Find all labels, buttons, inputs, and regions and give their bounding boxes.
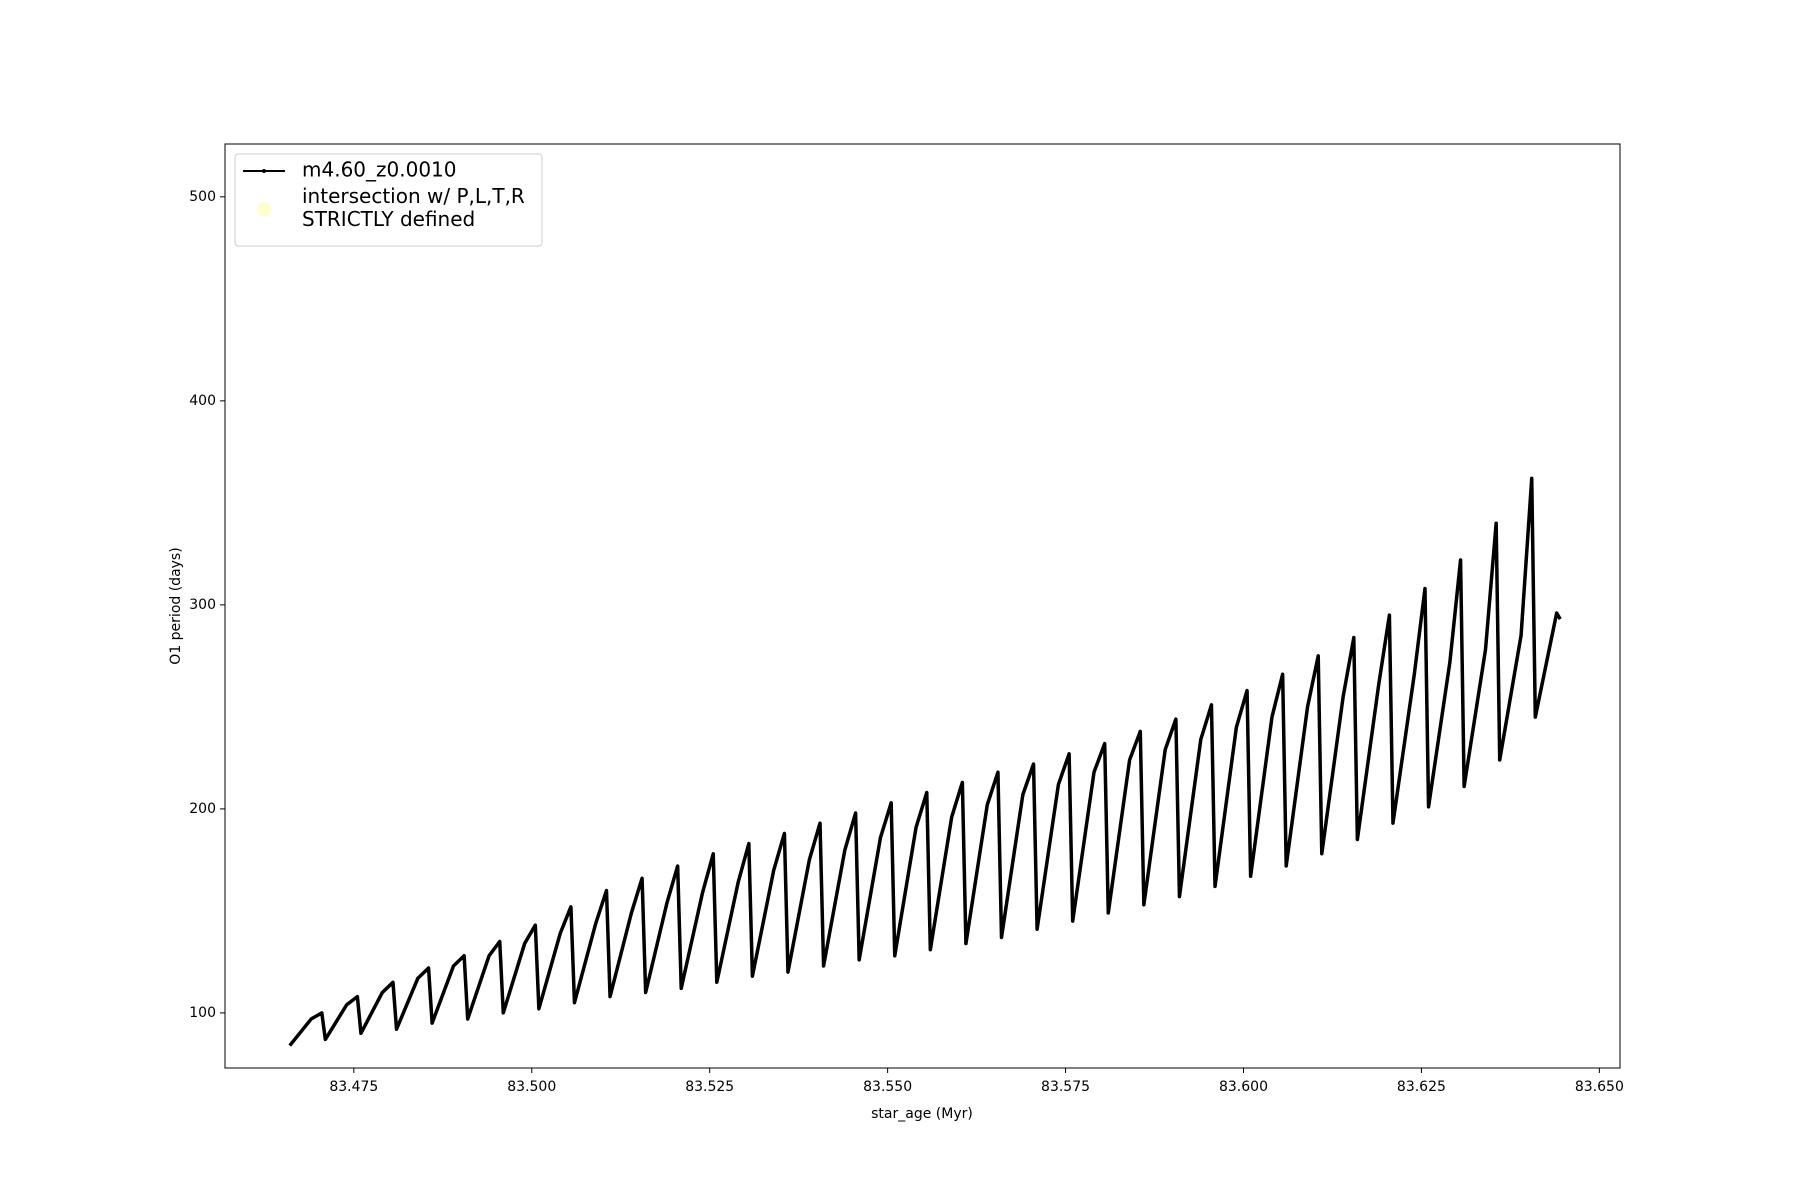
x-tick-label: 83.625 <box>1397 1079 1446 1095</box>
data-line <box>288 476 1562 1047</box>
x-tick-label: 83.525 <box>685 1079 734 1095</box>
y-tick-label: 400 <box>189 393 216 409</box>
axes-frame <box>224 143 1621 1069</box>
x-tick-label: 83.550 <box>863 1079 912 1095</box>
legend-label: m4.60_z0.0010 <box>302 158 457 182</box>
x-tick-label: 83.600 <box>1219 1079 1268 1095</box>
y-tick-label: 100 <box>189 1005 216 1021</box>
x-tick-label: 83.500 <box>507 1079 556 1095</box>
y-axis-label: O1 period (days) <box>168 547 184 664</box>
x-tick-label: 83.475 <box>329 1079 378 1095</box>
y-tick-label: 500 <box>189 189 216 205</box>
legend-box <box>234 153 543 247</box>
x-tick-label: 83.575 <box>1041 1079 1090 1095</box>
x-tick-label: 83.650 <box>1575 1079 1624 1095</box>
legend-marker <box>257 202 271 216</box>
y-tick-label: 200 <box>189 801 216 817</box>
x-axis-label: star_age (Myr) <box>871 1106 973 1122</box>
legend-label: intersection w/ P,L,T,R STRICTLY defined <box>302 184 525 231</box>
legend-marker <box>262 169 266 173</box>
y-tick-label: 300 <box>189 597 216 613</box>
legend-label-line: intersection w/ P,L,T,R <box>302 184 525 208</box>
legend-label-line: STRICTLY defined <box>302 207 475 231</box>
